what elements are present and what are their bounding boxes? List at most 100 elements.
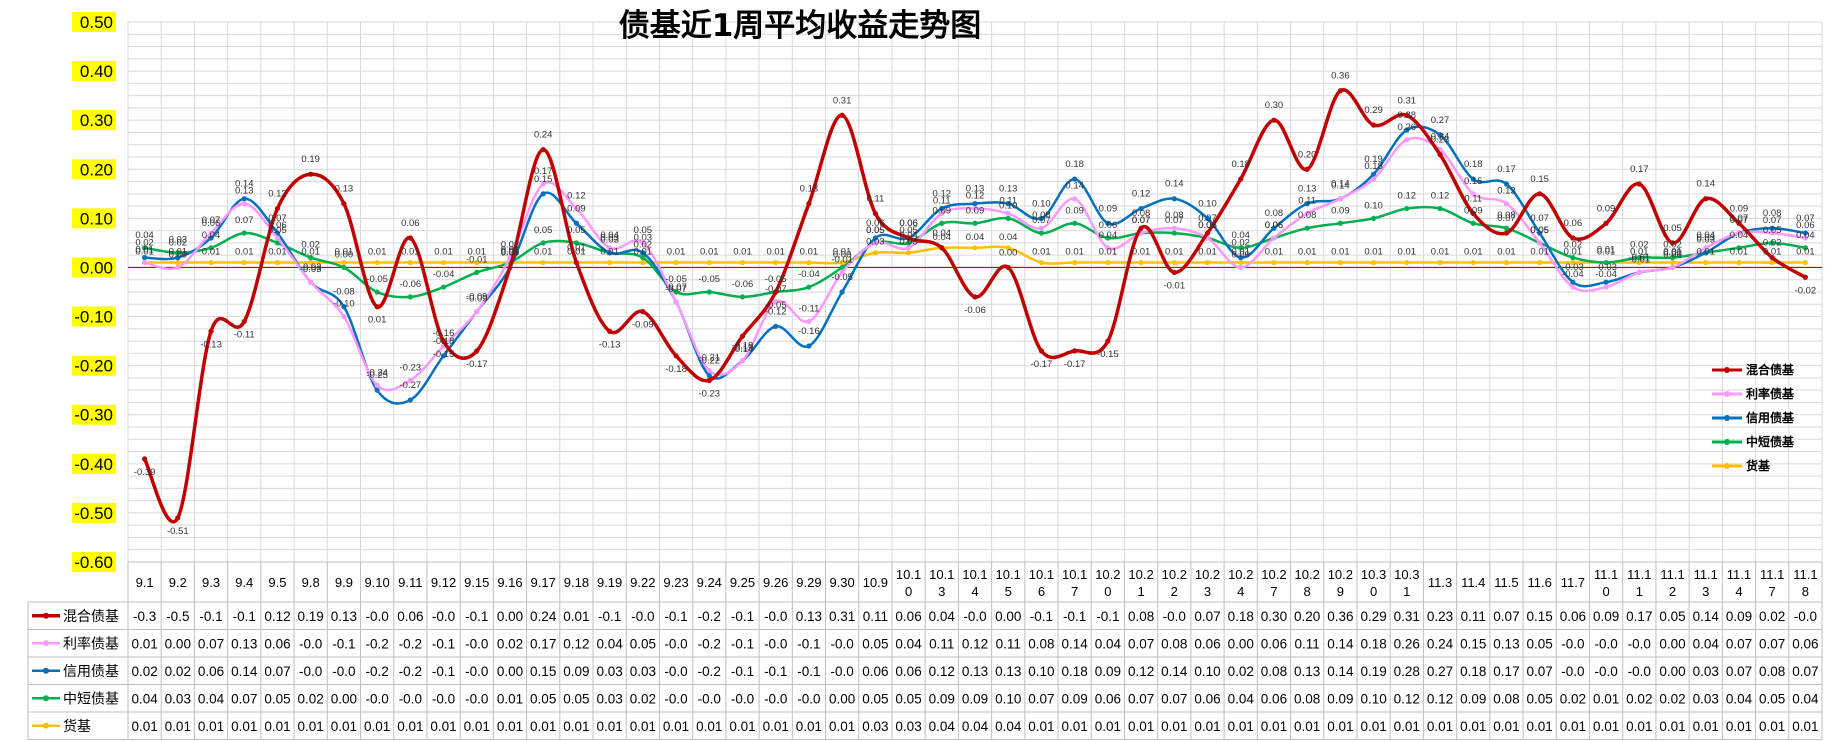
- data-point: [607, 328, 613, 334]
- table-cell: 0.07: [1726, 664, 1752, 679]
- x-tick-label: 0: [1602, 584, 1609, 599]
- table-cell: 0.00: [1228, 636, 1254, 651]
- table-cell: 0.01: [430, 719, 456, 734]
- data-point: [1204, 259, 1211, 266]
- data-label: 0.15: [534, 174, 553, 185]
- data-label: 0.15: [1464, 176, 1483, 187]
- data-label: -0.05: [765, 300, 787, 311]
- table-cell: -0.0: [465, 691, 488, 706]
- data-point: [1736, 245, 1742, 251]
- data-point: [1072, 259, 1078, 266]
- table-cell: 0.05: [862, 691, 888, 706]
- data-label: 0.01: [501, 245, 520, 256]
- data-label: 0.07: [268, 213, 287, 224]
- table-cell: 0.09: [929, 691, 955, 706]
- data-point: [1802, 245, 1808, 251]
- data-label: 0.05: [1663, 223, 1682, 234]
- data-point: [1304, 166, 1310, 172]
- table-cell: 0.07: [1792, 664, 1818, 679]
- x-tick-label: 8: [1802, 584, 1809, 599]
- table-cell: 0.05: [862, 636, 888, 651]
- data-label: -0.07: [665, 284, 687, 295]
- table-cell: 0.09: [962, 691, 988, 706]
- data-label: 0.01: [1265, 247, 1284, 258]
- data-point: [341, 259, 347, 266]
- data-point: [1669, 264, 1676, 271]
- data-label: 0.07: [1132, 215, 1151, 226]
- table-cell: 0.05: [630, 636, 656, 651]
- data-point: [1769, 225, 1775, 231]
- data-point: [607, 245, 613, 251]
- data-label: 0.01: [368, 315, 387, 326]
- table-cell: 0.09: [1726, 609, 1752, 624]
- table-cell: 0.14: [1161, 664, 1188, 679]
- data-label: -0.05: [698, 274, 720, 285]
- y-tick-bg: [72, 257, 116, 278]
- data-point: [208, 259, 214, 266]
- table-cell: -0.1: [598, 609, 621, 624]
- legend-entry: 混合债基: [1746, 362, 1795, 377]
- data-label: 0.07: [1730, 213, 1749, 224]
- legend-marker: [1724, 367, 1730, 373]
- data-label: 0.07: [202, 215, 221, 226]
- x-tick-label: 9.8: [302, 575, 320, 590]
- data-point: [1370, 171, 1377, 177]
- data-point: [175, 264, 181, 271]
- data-point: [540, 181, 546, 187]
- data-point: [1669, 255, 1676, 261]
- data-label: -0.11: [234, 329, 255, 340]
- x-tick-label: 9.22: [630, 575, 655, 590]
- data-label: 0.11: [933, 195, 951, 206]
- x-tick-label: 4: [1735, 584, 1742, 599]
- data-point: [739, 333, 746, 339]
- table-cell: 0.19: [298, 609, 324, 624]
- table-cell: 0.06: [1095, 691, 1121, 706]
- data-label: 0.01: [468, 247, 487, 258]
- data-point: [1769, 259, 1775, 266]
- table-cell: 0.02: [1560, 691, 1586, 706]
- data-label: 0.11: [1298, 195, 1316, 206]
- data-label: 0.08: [1132, 208, 1151, 219]
- y-tick-label: 0.40: [80, 62, 113, 81]
- table-cell: -0.2: [399, 664, 422, 679]
- data-point: [739, 358, 746, 364]
- data-label: 0.14: [1331, 181, 1350, 192]
- table-cell: 0.01: [1493, 719, 1519, 734]
- data-label: 0.01: [634, 247, 653, 258]
- data-label: 0.14: [1165, 179, 1184, 190]
- data-label: 0.01: [501, 247, 520, 258]
- data-point: [241, 201, 247, 207]
- data-point: [1769, 255, 1775, 261]
- data-point: [1703, 245, 1709, 251]
- x-tick-label: 11.1: [1594, 567, 1618, 582]
- row-legend-marker: [43, 640, 49, 647]
- table-cell: -0.0: [631, 609, 654, 624]
- x-tick-label: 11.6: [1527, 575, 1551, 590]
- data-label: 0.07: [1198, 213, 1217, 224]
- table-cell: 0.04: [198, 691, 225, 706]
- x-tick-label: 10.1: [996, 567, 1021, 582]
- data-label: 0.05: [268, 225, 287, 236]
- table-cell: 0.00: [1659, 664, 1685, 679]
- legend-marker: [1724, 463, 1730, 469]
- data-point: [872, 240, 878, 246]
- data-label: -0.39: [134, 467, 156, 478]
- data-label: 0.00: [501, 247, 520, 258]
- data-label: 0.01: [1099, 247, 1118, 258]
- table-cell: -0.0: [365, 691, 388, 706]
- table-cell: 0.14: [1062, 636, 1089, 651]
- x-tick-label: 10.1: [1029, 567, 1054, 582]
- x-tick-label: 10.2: [1195, 567, 1220, 582]
- data-label: 0.13: [966, 184, 985, 195]
- x-tick-label: 3: [1702, 584, 1709, 599]
- table-cell: 0.01: [1693, 719, 1719, 734]
- data-point: [407, 235, 413, 241]
- data-point: [1802, 230, 1808, 236]
- table-cell: 0.09: [1327, 691, 1353, 706]
- x-tick-label: 9.12: [431, 575, 456, 590]
- data-point: [1304, 210, 1310, 217]
- table-cell: 0.05: [1527, 636, 1553, 651]
- table-cell: 0.15: [530, 664, 556, 679]
- data-label: 0.04: [999, 232, 1018, 243]
- table-cell: 0.11: [996, 636, 1021, 651]
